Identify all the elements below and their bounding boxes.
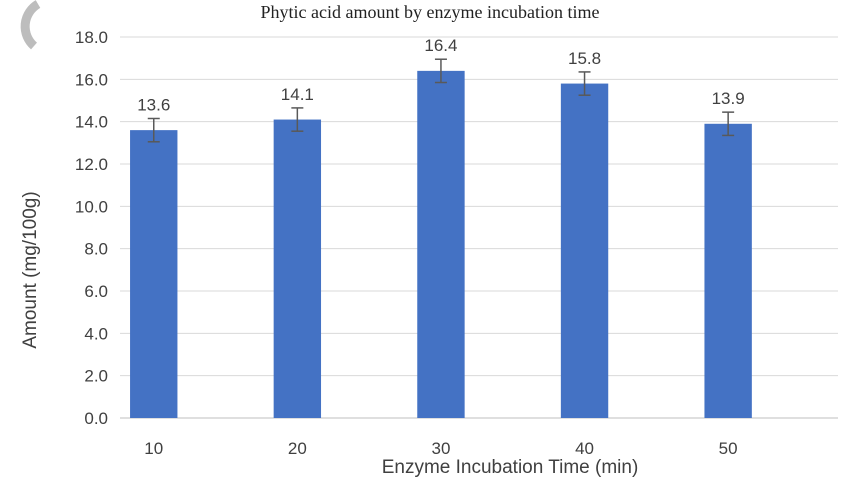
data-label: 16.4	[424, 36, 457, 55]
x-tick-label: 30	[431, 439, 450, 458]
y-tick-label: 0.0	[84, 409, 108, 428]
bars	[130, 70, 752, 419]
y-tick-label: 14.0	[75, 113, 108, 132]
bar	[130, 130, 178, 418]
error-bars	[147, 58, 735, 143]
data-label: 15.8	[568, 49, 601, 68]
gridlines	[120, 36, 838, 419]
data-labels: 13.6 14.1 16.4 15.8 13.9	[137, 36, 744, 114]
logo-fragment-icon	[20, 0, 41, 50]
chart-caption: Phytic acid amount by enzyme incubation …	[261, 2, 600, 22]
x-tick-label: 10	[144, 439, 163, 458]
y-axis-title: Amount (mg/100g)	[20, 191, 41, 348]
bar	[704, 123, 752, 419]
x-tick-label: 50	[719, 439, 738, 458]
data-label: 13.9	[712, 89, 745, 108]
x-axis-title: Enzyme Incubation Time (min)	[382, 457, 639, 478]
y-tick-label: 18.0	[75, 28, 108, 47]
y-tick-label: 4.0	[84, 324, 108, 343]
x-tick-label: 40	[575, 439, 594, 458]
y-tick-label: 12.0	[75, 155, 108, 174]
y-tick-label: 8.0	[84, 240, 108, 259]
bar	[273, 119, 322, 419]
y-tick-label: 2.0	[84, 367, 108, 386]
data-label: 13.6	[137, 95, 170, 114]
data-label: 14.1	[281, 85, 314, 104]
y-tick-label: 16.0	[75, 70, 108, 89]
bar	[560, 83, 609, 419]
y-tick-label: 10.0	[75, 197, 108, 216]
y-tick-label: 6.0	[84, 282, 108, 301]
y-axis-ticks: 0.0 2.0 4.0 6.0 8.0 10.0 12.0 14.0 16.0 18.0	[75, 28, 108, 428]
x-axis-ticks: 10 20 30 40 50	[144, 439, 737, 458]
bar	[417, 70, 465, 418]
x-tick-label: 20	[288, 439, 307, 458]
